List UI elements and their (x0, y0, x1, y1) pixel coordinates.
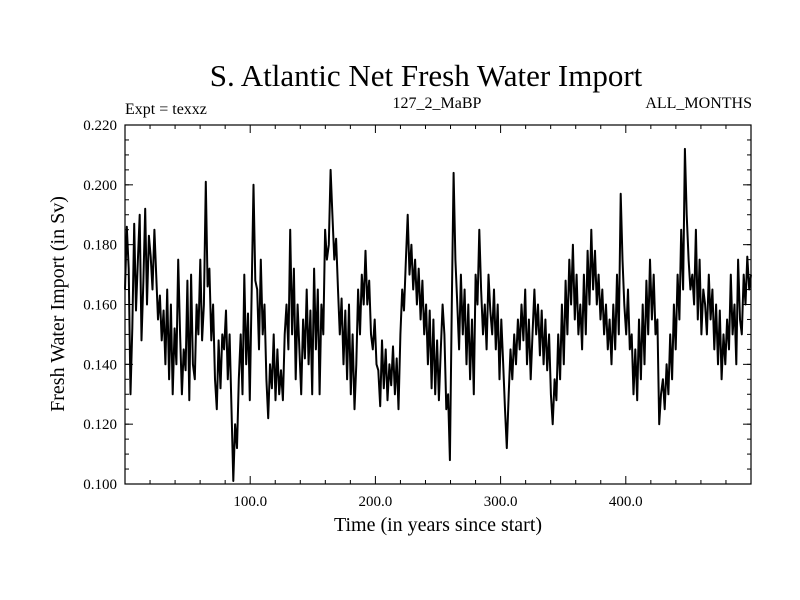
y-tick-label: 0.220 (83, 118, 117, 134)
chart-subtitle-left: Expt = texxz (125, 101, 207, 118)
x-tick-label: 300.0 (484, 494, 518, 510)
plot-area-frame (124, 124, 752, 485)
y-tick-label: 0.180 (83, 238, 117, 254)
y-tick-label: 0.140 (83, 357, 117, 373)
y-axis: 0.100 0.120 0.140 0.160 0.180 0.200 0.220 (83, 118, 751, 493)
chart-subtitle-center: 127_2_MaBP (393, 95, 482, 112)
x-axis: 100.0 200.0 300.0 400.0 (149, 125, 727, 510)
x-axis-label: Time (in years since start) (334, 514, 542, 536)
y-tick-label: 0.200 (83, 178, 117, 194)
series-line-fresh-water-import (124, 147, 752, 482)
y-tick-label: 0.120 (83, 417, 117, 433)
chart-title: S. Atlantic Net Fresh Water Import (210, 58, 643, 93)
chart-subtitle-right: ALL_MONTHS (645, 95, 752, 112)
y-axis-label: Fresh Water Import (in Sv) (47, 196, 69, 412)
y-tick-label: 0.160 (83, 298, 117, 314)
x-tick-label: 400.0 (609, 494, 643, 510)
x-tick-label: 100.0 (233, 494, 267, 510)
y-tick-label: 0.100 (83, 477, 117, 493)
x-tick-label: 200.0 (359, 494, 393, 510)
